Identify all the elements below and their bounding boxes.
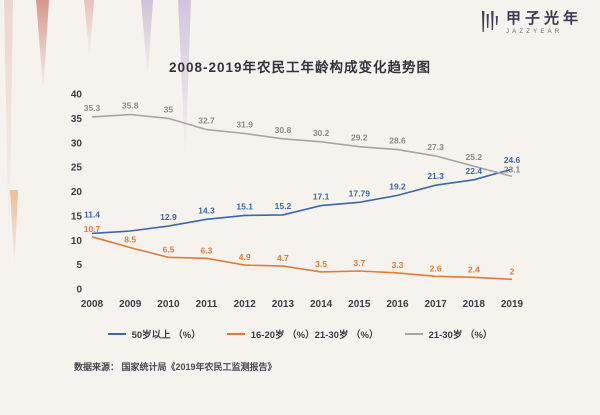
legend-label: 16-20岁 （%）21-30岁 （%） [250, 330, 379, 341]
legend-line-swatch [404, 333, 423, 335]
x-axis-tick: 2019 [501, 299, 524, 310]
legend-label: 50岁以上 （%） [131, 330, 201, 341]
data-point-label: 15.1 [236, 201, 253, 211]
data-point-label: 23.1 [504, 164, 521, 174]
data-point-label: 3.5 [315, 259, 327, 269]
data-point-label: 3.7 [353, 258, 365, 268]
data-point-label: 14.3 [198, 205, 215, 215]
data-point-label: 10.7 [84, 224, 101, 234]
data-point-label: 3.3 [392, 260, 404, 270]
data-point-label: 35 [164, 104, 174, 114]
chart-title: 2008-2019年农民工年龄构成变化趋势图 [168, 60, 432, 75]
series-line [91, 113, 513, 178]
legend-line-swatch [226, 333, 245, 335]
decorative-brush-stroke [10, 190, 18, 270]
legend-item: 16-20岁 （%）21-30岁 （%） [226, 327, 379, 341]
data-point-label: 29.2 [351, 133, 368, 143]
brand-subtitle: JAZZYEAR [505, 29, 563, 35]
legend-item: 50岁以上 （%） [107, 327, 201, 341]
x-axis-tick: 2016 [386, 299, 409, 310]
x-axis-tick: 2012 [234, 299, 257, 310]
data-point-label: 2 [510, 266, 515, 276]
data-point-label: 31.9 [236, 120, 253, 130]
series-line [91, 168, 513, 235]
x-axis-tick: 2009 [119, 299, 142, 310]
data-point-label: 6.3 [201, 245, 213, 255]
data-point-label: 15.2 [275, 201, 292, 211]
data-point-label: 35.8 [122, 101, 139, 111]
data-point-label: 11.4 [84, 209, 100, 219]
data-point-label: 32.7 [198, 116, 215, 126]
x-axis-tick: 2015 [348, 299, 371, 310]
brand-name: 甲子光年 [505, 11, 582, 27]
y-axis-tick: 0 [76, 285, 82, 296]
data-point-label: 30.2 [313, 128, 330, 138]
chart-legend: 50岁以上 （%） 16-20岁 （%）21-30岁 （%） 21-30岁 （%） [0, 327, 600, 341]
data-point-label: 22.4 [466, 166, 483, 176]
data-point-label: 21.3 [427, 171, 444, 181]
x-axis-tick: 2017 [424, 299, 447, 310]
data-point-label: 2.6 [430, 263, 442, 273]
x-axis-tick: 2011 [196, 299, 218, 310]
data-point-label: 19.2 [389, 181, 406, 191]
data-point-label: 12.9 [160, 212, 177, 222]
legend-line-swatch [107, 333, 126, 335]
data-point-label: 4.9 [239, 252, 251, 262]
data-point-label: 28.6 [389, 136, 406, 146]
decorative-brush-stroke [36, 0, 49, 92]
data-point-label: 27.3 [427, 142, 444, 152]
data-point-label: 8.5 [124, 235, 136, 245]
y-axis-tick: 25 [71, 163, 83, 174]
data-point-label: 24.6 [504, 155, 521, 165]
brand-text: 甲子光年 JAZZYEAR [506, 10, 582, 35]
legend-label: 21-30岁 （%） [428, 330, 493, 341]
data-point-label: 4.7 [277, 253, 289, 263]
brand-logo-icon [481, 11, 498, 32]
legend-item: 21-30岁 （%） [404, 327, 493, 341]
y-axis-tick: 20 [71, 187, 83, 198]
x-axis-tick: 2010 [157, 299, 180, 310]
data-source-note: 数据来源： 国家统计局《2019年农民工监测报告》 [74, 362, 277, 372]
line-chart-svg: 0 5 10 15 20 25 30 35 40 2008 2009 2010 2011 2012 2013… [71, 90, 524, 311]
data-point-label: 2.4 [468, 264, 480, 274]
x-axis-tick: 2008 [81, 299, 104, 310]
y-axis-tick: 5 [76, 260, 82, 271]
y-axis-tick: 40 [71, 90, 83, 101]
data-point-label: 17.1 [313, 192, 330, 202]
data-point-label: 35.3 [84, 103, 101, 113]
y-axis-tick: 10 [71, 236, 83, 247]
data-point-label: 30.8 [275, 125, 292, 135]
data-point-label: 17.79 [349, 188, 371, 198]
x-axis-tick: 2013 [272, 299, 295, 310]
y-axis-tick: 30 [71, 138, 83, 149]
x-axis-tick: 2018 [463, 299, 486, 310]
data-point-label: 6.5 [162, 244, 174, 254]
decorative-brush-stroke [4, 0, 13, 262]
decorative-brush-stroke [84, 0, 94, 58]
x-axis-tick: 2014 [310, 299, 333, 310]
data-point-label: 25.2 [466, 152, 483, 162]
y-axis-tick: 15 [71, 211, 83, 222]
y-axis-tick: 35 [71, 114, 83, 125]
brand-logo: 甲子光年 JAZZYEAR [481, 10, 582, 36]
series-line [91, 236, 513, 281]
